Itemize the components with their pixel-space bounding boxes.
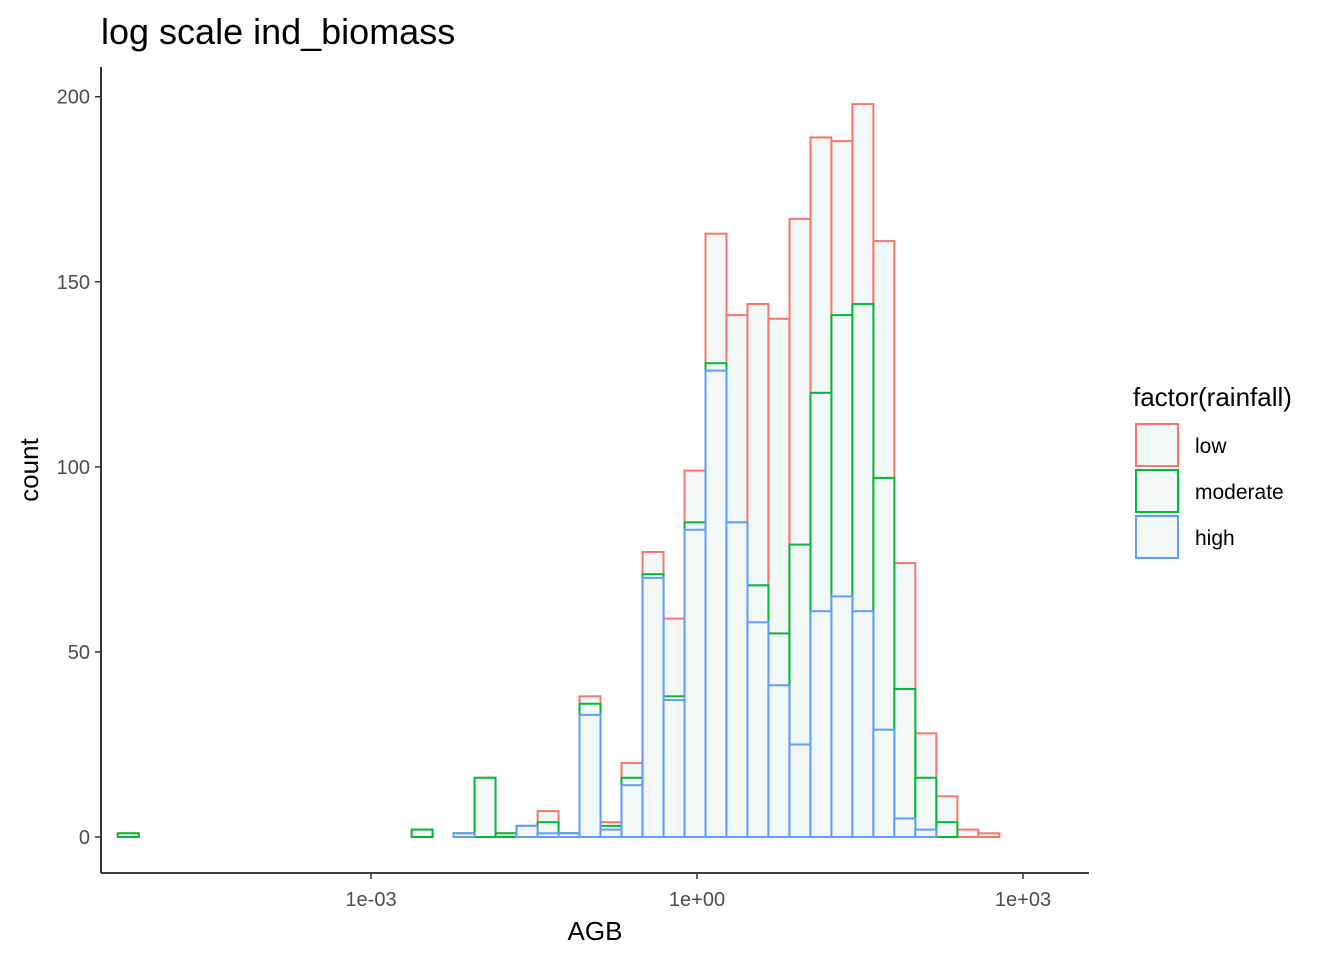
legend-key-high — [1135, 515, 1179, 559]
bar-high-38 — [914, 828, 938, 838]
x-axis-title: AGB — [568, 916, 623, 946]
y-tick-label-2: 100 — [57, 457, 90, 479]
bar-high-25 — [641, 576, 665, 838]
legend-label-high: high — [1195, 527, 1235, 550]
bar-high-28 — [704, 369, 728, 838]
bar-high-35 — [851, 610, 875, 839]
bar-high-20 — [536, 832, 560, 838]
bar-moderate-38 — [914, 776, 938, 839]
y-tick-label-1: 50 — [68, 642, 90, 664]
bar-moderate-17 — [473, 776, 497, 839]
y-tick-label-0: 0 — [79, 827, 90, 849]
x-tick-label-0: 1e-03 — [345, 889, 396, 911]
bar-high-26 — [662, 699, 686, 838]
y-axis-title: count — [14, 437, 44, 501]
bar-moderate-18 — [494, 832, 518, 838]
bar-high-37 — [893, 817, 917, 838]
legend-key-moderate — [1135, 469, 1179, 513]
bar-high-27 — [683, 528, 707, 839]
legend-title: factor(rainfall) — [1133, 382, 1292, 412]
bar-high-24 — [620, 784, 644, 838]
bars-layer — [116, 103, 1001, 839]
legend-label-low: low — [1195, 435, 1227, 458]
legend-items: low moderate high — [1135, 423, 1284, 559]
bar-moderate-39 — [935, 821, 959, 839]
legend-label-moderate: moderate — [1195, 481, 1284, 504]
bar-high-16 — [452, 832, 476, 838]
bar-high-36 — [872, 728, 896, 838]
bar-low-40 — [956, 828, 980, 838]
y-ticks: 0 50 100 150 200 — [57, 87, 101, 849]
bar-high-23 — [599, 828, 623, 838]
bar-high-29 — [725, 521, 749, 838]
bar-high-22 — [578, 713, 602, 838]
y-tick-label-4: 200 — [57, 87, 90, 109]
legend-key-low — [1135, 423, 1179, 467]
bar-moderate-0 — [116, 832, 140, 838]
bar-high-21 — [557, 832, 581, 838]
x-tick-label-1: 1e+00 — [669, 889, 725, 911]
bar-moderate-37 — [893, 687, 917, 838]
chart-title: log scale ind_biomass — [101, 11, 455, 52]
y-tick-label-3: 150 — [57, 272, 90, 294]
bar-high-30 — [746, 621, 770, 838]
bar-moderate-14 — [410, 828, 434, 838]
x-ticks: 1e-03 1e+00 1e+03 — [345, 873, 1051, 911]
bar-high-34 — [830, 595, 854, 839]
bar-high-33 — [809, 610, 833, 839]
legend: factor(rainfall) low moderate high — [1133, 382, 1292, 559]
bar-high-32 — [788, 743, 812, 839]
x-tick-label-2: 1e+03 — [995, 889, 1051, 911]
bar-high-19 — [515, 824, 539, 839]
bar-high-31 — [767, 684, 791, 838]
bar-low-41 — [977, 832, 1001, 838]
